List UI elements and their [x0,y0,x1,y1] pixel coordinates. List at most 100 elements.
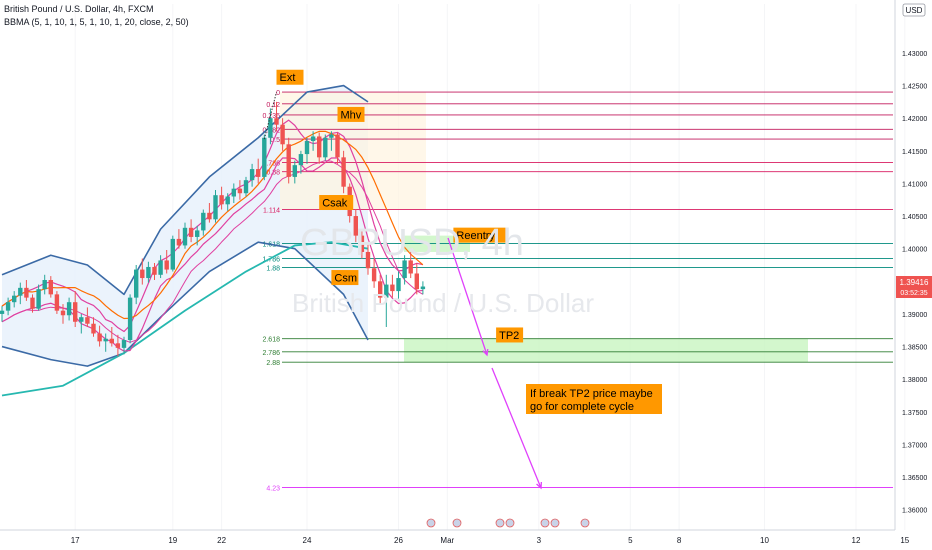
cycle-note-line2: go for complete cycle [530,401,634,413]
time-tick-label: 19 [168,536,177,545]
candle-body [298,154,304,166]
annotation-csm: Csm [331,270,359,286]
fib-level-label: 2.88 [266,360,280,367]
candle-body [256,169,261,177]
candle-body [329,134,334,138]
fib-level-label: 1.114 [263,208,280,215]
fib-level-label: 1.786 [262,256,280,263]
projection-arrow-cycle-head [536,481,543,490]
economic-event-markers[interactable] [426,518,590,528]
candle-body [91,323,96,334]
candle-body [36,289,41,309]
cycle-note-line1: If break TP2 price maybe [530,388,653,400]
ma10-high-line [1,130,424,320]
price-tick-label: 1.41000 [902,181,927,188]
time-tick-label: 26 [394,536,403,545]
annotation-tp2: TP2 [496,327,524,343]
ma10-low-line [1,160,424,343]
candle-body [182,227,188,246]
symbol-title: British Pound / U.S. Dollar, 4h, FXCM [4,4,154,14]
annotation-text: Csak [322,198,348,210]
price-tick-label: 1.42000 [902,116,927,123]
fib-level-label: 2.618 [262,337,280,344]
candle-body [0,310,5,314]
candle-body [195,230,200,237]
candle-body [164,260,169,270]
fib-level-label: 4.23 [266,486,280,493]
event-flag-icon[interactable] [580,518,590,528]
time-tick-label: 10 [760,536,769,545]
current-price-value: 1.39416 [900,278,929,287]
candle-body [317,136,322,158]
projection-arrow-tp2-head [482,348,489,357]
candle-body [5,302,11,311]
bollinger-lower-line [1,241,369,367]
price-tick-label: 1.38000 [902,377,927,384]
candle-body [188,227,194,237]
fib-level-label: 0.5 [270,137,280,144]
fib-level-label: 1.88 [266,266,280,273]
event-flag-icon[interactable] [452,518,462,528]
price-tick-label: 1.36500 [902,475,927,482]
candle-body [396,278,401,292]
event-flag-icon[interactable] [495,518,505,528]
candle-body [170,238,175,270]
event-flag-icon[interactable] [550,518,560,528]
candle-body [12,295,17,303]
candle-body [24,287,29,298]
candle-body [304,141,310,155]
bollinger-upper-line [1,84,369,296]
candle-body [402,260,407,279]
candle-body [73,302,78,322]
annotation-text: Reentry [456,230,495,242]
candle-body [201,212,206,231]
current-price-countdown: 03:52:35 [900,290,927,297]
candle-body [280,124,285,145]
time-tick-label: 12 [852,536,861,545]
candle-body [219,195,224,205]
candle-body [158,260,163,275]
annotation-csak: Csak [319,195,354,211]
indicator-label: BBMA (5, 1, 10, 1, 5, 1, 10, 1, 20, clos… [4,17,189,27]
fib-level-label: 0.786 [262,161,280,168]
currency-badge[interactable]: USD [902,3,926,17]
candle-body [310,136,316,142]
candle-body [121,340,127,348]
time-axis[interactable]: 1719222426Mar35810121517 [71,536,932,545]
candle-body [249,169,255,181]
candle-body [60,310,66,316]
event-flag-icon[interactable] [426,518,436,528]
time-tick-label: 3 [537,536,542,545]
annotation-reentry: Reentry [453,227,509,243]
candle-body [243,180,249,194]
price-tick-label: 1.40000 [902,247,927,254]
candle-body [127,297,133,341]
candle-body [274,118,279,125]
price-tick-label: 1.40500 [902,214,927,221]
candle-body [176,238,182,246]
candle-body [292,165,297,177]
price-tick-label: 1.38500 [902,345,927,352]
target-zones [280,92,808,363]
candle-body [420,286,426,290]
annotation-ext: Ext [276,69,304,85]
event-flag-icon[interactable] [540,518,550,528]
candle-body [18,287,23,296]
candle-body [109,338,114,344]
price-tick-label: 1.41500 [902,149,927,156]
event-flag-icon[interactable] [505,518,515,528]
candle-body [66,302,72,316]
fib-level-label: 2.786 [262,350,280,357]
candle-body [359,235,365,252]
time-tick-label: 5 [628,536,633,545]
watermark-name: British Pound / U.S. Dollar [292,288,594,318]
annotation-text: Mhv [341,109,362,121]
candle-body [353,216,358,236]
candle-body [97,333,102,342]
price-tick-label: 1.36000 [902,508,927,515]
price-tick-label: 1.39000 [902,312,927,319]
candle-body [341,157,346,187]
candle-body [371,268,377,282]
candle-body [85,317,90,324]
